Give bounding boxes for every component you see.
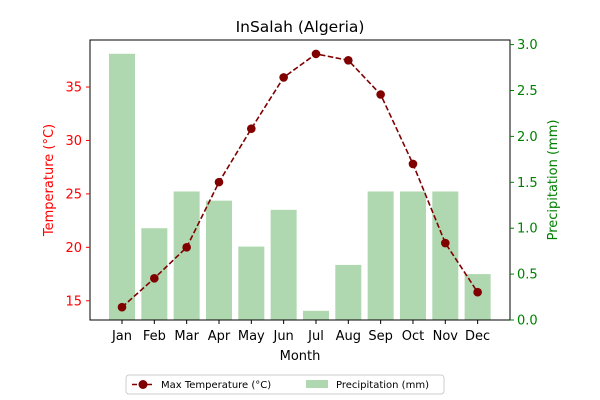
legend: Max Temperature (°C) Precipitation (mm) — [125, 374, 445, 395]
x-tick-label: Aug — [336, 329, 361, 344]
right-tick-label: 0.0 — [517, 314, 538, 329]
precipitation-bar-dec — [464, 274, 491, 320]
temperature-point-feb — [150, 274, 159, 283]
temperature-point-aug — [344, 56, 353, 65]
temperature-point-sep — [376, 90, 385, 99]
temperature-point-nov — [441, 238, 450, 248]
temperature-point-jul — [311, 49, 321, 59]
legend-label-temperature: Max Temperature (°C) — [161, 380, 271, 391]
x-tick-label: Sep — [368, 329, 393, 344]
precipitation-bar-nov — [432, 191, 459, 320]
temperature-point-dec — [473, 287, 482, 297]
precipitation-bar-oct — [399, 191, 426, 320]
temperature-point-mar — [182, 243, 191, 252]
x-tick-label: Jun — [272, 329, 293, 344]
precipitation-bar-aug — [335, 264, 362, 320]
precipitation-bar-jul — [302, 310, 329, 320]
chart-title: InSalah (Algeria) — [236, 18, 365, 36]
right-tick-label: 1.0 — [517, 222, 538, 237]
x-tick-label: Feb — [143, 329, 166, 344]
left-tick-label: 25 — [65, 187, 82, 202]
precipitation-bar-sep — [367, 191, 394, 320]
right-tick-label: 3.0 — [517, 38, 538, 53]
legend-marker-swatch — [138, 380, 148, 389]
plot-frame — [89, 39, 511, 321]
right-tick-label: 2.0 — [517, 130, 538, 145]
temperature-point-may — [247, 124, 256, 134]
x-tick-label: Dec — [465, 329, 490, 344]
temperature-point-oct — [408, 159, 418, 169]
precipitation-bar-may — [238, 246, 265, 320]
x-tick-label: Nov — [433, 329, 459, 344]
right-tick-label: 2.5 — [517, 84, 538, 99]
x-axis-title: Month — [280, 349, 321, 364]
x-tick-label: Apr — [208, 329, 231, 344]
temperature-point-apr — [214, 177, 224, 187]
left-axis-title: Temperature (°C) — [42, 124, 57, 237]
x-tick-label: May — [238, 329, 265, 344]
right-tick-label: 1.5 — [517, 176, 538, 191]
precipitation-bar-jan — [109, 53, 135, 320]
temperature-point-jun — [279, 73, 288, 82]
x-tick-label: Oct — [402, 329, 424, 344]
left-y-axis: 15 20 25 30 35 — [65, 81, 90, 309]
right-y-axis: 0.0 0.5 1.0 1.5 2.0 2.5 3.0 — [510, 38, 538, 329]
left-tick-label: 15 — [65, 294, 82, 309]
x-tick-label: Jul — [307, 329, 324, 344]
legend-bar-swatch — [306, 380, 328, 388]
left-tick-label: 20 — [65, 241, 82, 256]
precipitation-bar-apr — [205, 200, 232, 320]
precipitation-bar-jun — [270, 209, 297, 320]
x-axis: Jan Feb Mar Apr May Jun Jul Aug Sep Oct Nov Dec — [111, 320, 490, 344]
precipitation-bars — [109, 53, 491, 320]
right-tick-label: 0.5 — [517, 268, 538, 283]
left-tick-label: 30 — [65, 134, 82, 149]
temperature-line — [117, 49, 482, 312]
x-tick-label: Mar — [174, 329, 199, 344]
temperature-series-line — [121, 53, 479, 308]
right-axis-title: Precipitation (mm) — [546, 120, 561, 241]
legend-frame — [125, 374, 445, 395]
x-tick-label: Jan — [111, 329, 132, 344]
temperature-point-jan — [117, 302, 127, 312]
legend-label-precipitation: Precipitation (mm) — [336, 380, 429, 391]
left-tick-label: 35 — [65, 81, 82, 96]
